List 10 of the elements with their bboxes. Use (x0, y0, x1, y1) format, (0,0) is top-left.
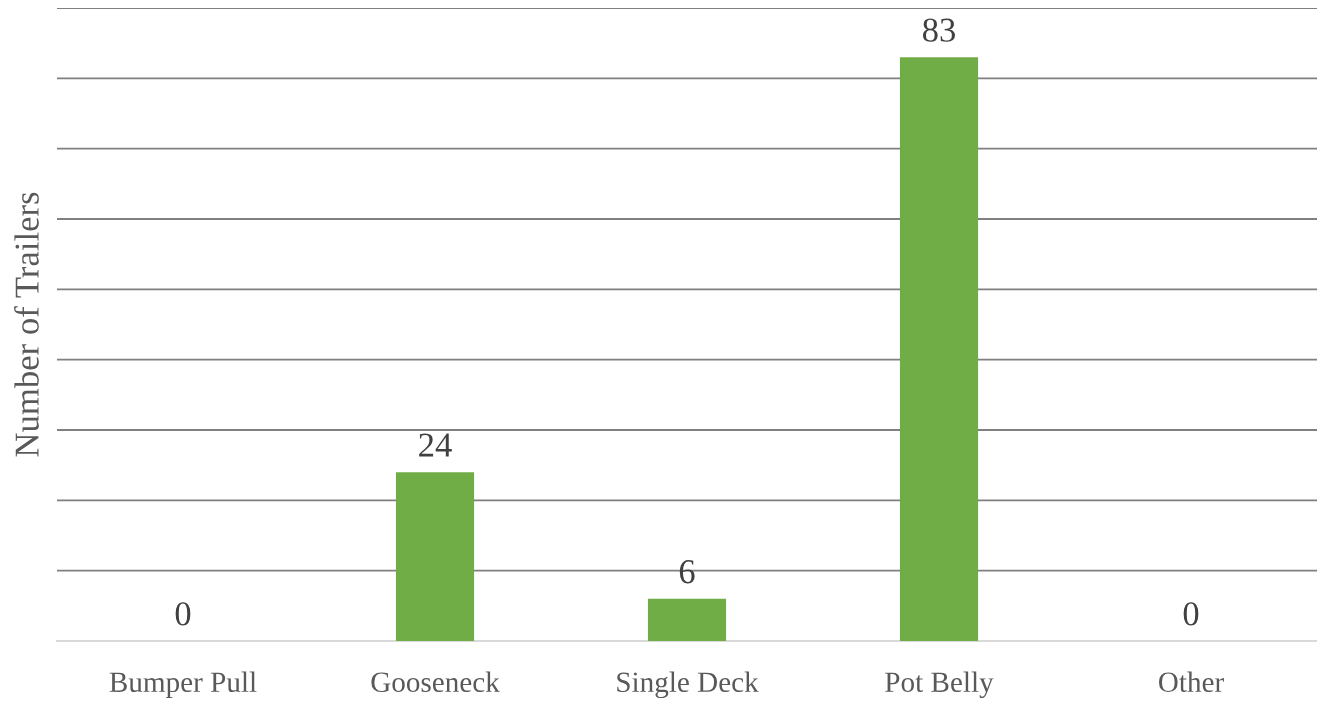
x-tick-label: Gooseneck (371, 671, 500, 693)
data-label: 83 (922, 18, 955, 42)
y-axis-title: Number of Trailers (14, 192, 39, 457)
x-tick-label: Other (1158, 671, 1224, 693)
data-label: 0 (1183, 602, 1199, 626)
data-label: 24 (419, 433, 452, 457)
x-tick-label: Single Deck (617, 671, 759, 699)
data-label: 0 (175, 602, 191, 626)
x-tick-label: Bumper Pull (109, 671, 257, 699)
x-tick-label: Pot Belly (885, 671, 994, 699)
